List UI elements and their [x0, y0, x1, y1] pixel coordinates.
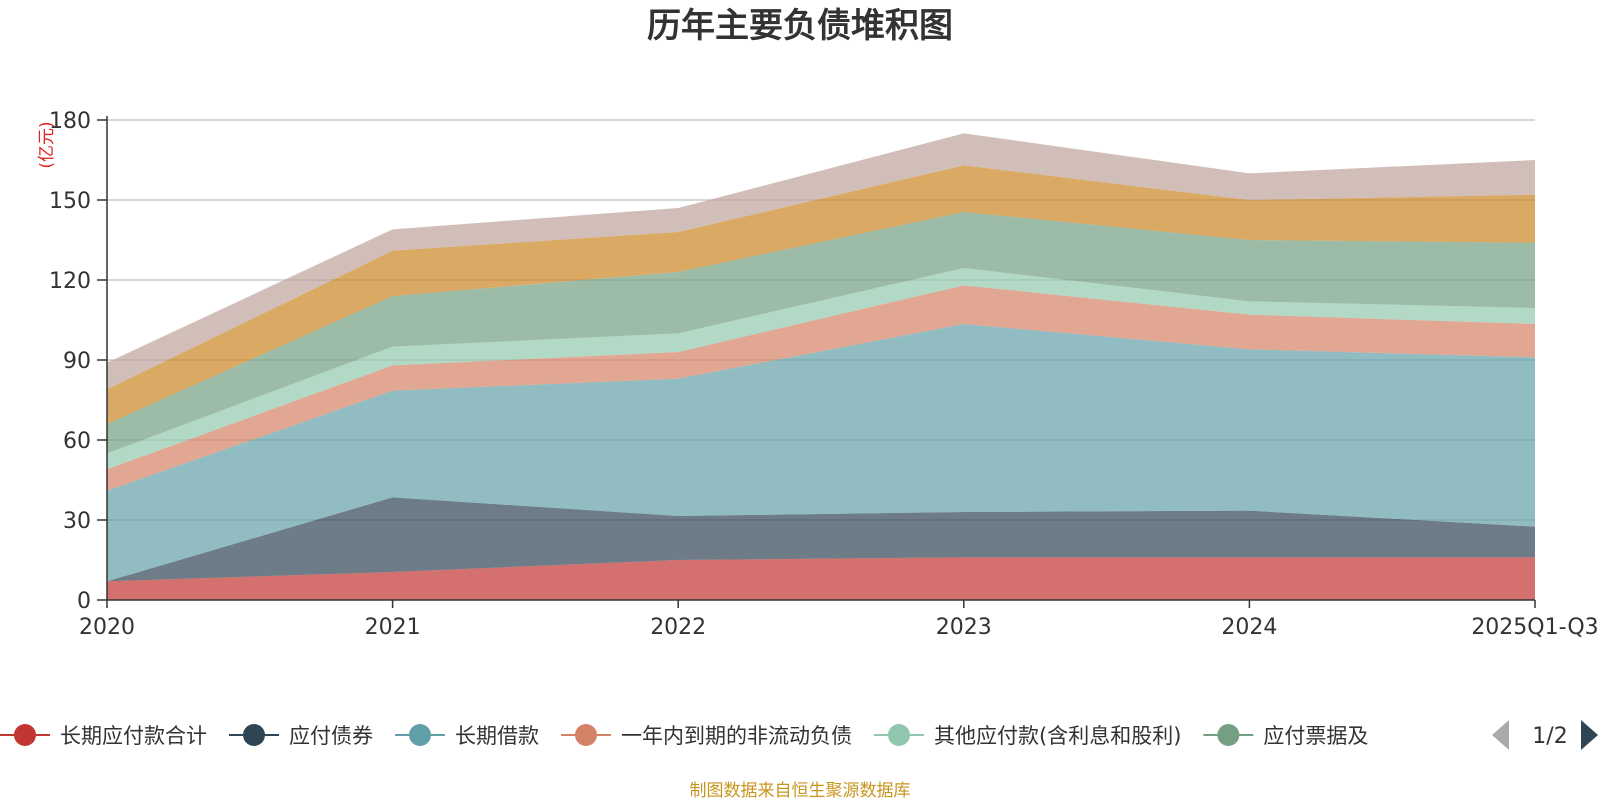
y-axis-unit: (亿元): [37, 121, 57, 168]
x-tick-label: 2024: [1221, 615, 1277, 640]
axes: 0 30 60 90 120 150 180 2020 2021 2022 2023 2024 2025…: [49, 109, 1599, 640]
legend-marker-icon: [243, 724, 265, 746]
legend-label: 应付票据及: [1263, 724, 1368, 748]
source-note: 制图数据来自恒生聚源数据库: [690, 781, 911, 800]
legend-label: 其他应付款(含利息和股利): [934, 724, 1181, 748]
area-series-7: [107, 133, 1535, 390]
legend-label: 应付债券: [289, 724, 373, 748]
legend-item[interactable]: 应付债券: [229, 724, 373, 748]
y-tick-label: 0: [77, 589, 91, 614]
area-series-1: [107, 497, 1535, 582]
area-series-4: [107, 268, 1535, 470]
chart-title: 历年主要负债堆积图: [647, 6, 953, 46]
area-series-2: [107, 324, 1535, 582]
x-tick-label: 2021: [365, 615, 421, 640]
legend-pager: 1/2: [1492, 720, 1598, 750]
legend-item[interactable]: 一年内到期的非流动负债: [561, 724, 852, 748]
x-tick-label: 2023: [936, 615, 992, 640]
legend-page-indicator: 1/2: [1532, 724, 1567, 749]
area-series-6: [107, 165, 1535, 425]
legend-prev-icon[interactable]: [1492, 720, 1509, 750]
legend-item[interactable]: 其他应付款(含利息和股利): [874, 724, 1181, 748]
y-tick-label: 180: [49, 109, 91, 134]
legend-label: 长期借款: [455, 724, 539, 748]
legend-item[interactable]: 长期借款: [395, 724, 539, 748]
legend-label: 一年内到期的非流动负债: [621, 724, 852, 748]
legend-marker-icon: [409, 724, 431, 746]
x-tick-label: 2020: [79, 615, 135, 640]
legend-marker-icon: [888, 724, 910, 746]
area-series-0: [107, 557, 1535, 600]
area-series-5: [107, 212, 1535, 454]
area-series-3: [107, 285, 1535, 491]
legend-marker-icon: [575, 724, 597, 746]
legend-marker-icon: [14, 724, 36, 746]
y-tick-label: 150: [49, 189, 91, 214]
y-tick-label: 60: [63, 429, 91, 454]
legend-label: 长期应付款合计: [60, 724, 207, 748]
y-tick-label: 90: [63, 349, 91, 374]
legend-marker-icon: [1217, 724, 1240, 746]
x-tick-label: 2025Q1-Q3: [1471, 615, 1598, 640]
y-tick-label: 120: [49, 269, 91, 294]
legend-item[interactable]: 应付票据及: [1203, 724, 1368, 748]
legend: 长期应付款合计 应付债券 长期借款 一年内到期的非流动负债 其他应付款(含利息和股利) 应…: [0, 724, 1368, 748]
x-tick-label: 2022: [650, 615, 706, 640]
legend-next-icon[interactable]: [1581, 720, 1598, 750]
legend-item[interactable]: 长期应付款合计: [0, 724, 207, 748]
y-tick-label: 30: [63, 509, 91, 534]
area-series: [107, 133, 1535, 600]
